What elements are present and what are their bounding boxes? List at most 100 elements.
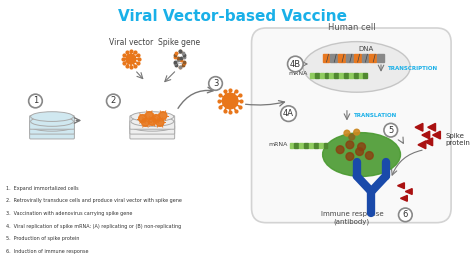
FancyBboxPatch shape	[29, 116, 74, 129]
Polygon shape	[401, 196, 407, 201]
Circle shape	[281, 106, 296, 122]
Polygon shape	[405, 189, 412, 194]
Circle shape	[222, 93, 238, 109]
Text: TRANSLATION: TRANSLATION	[354, 113, 397, 118]
Circle shape	[146, 112, 153, 120]
Circle shape	[152, 115, 160, 122]
Circle shape	[159, 112, 167, 120]
Bar	[319, 73, 324, 78]
FancyBboxPatch shape	[29, 125, 74, 139]
Text: 4.  Viral replication of spike mRNA: (A) replicating or (B) non-replicating: 4. Viral replication of spike mRNA: (A) …	[6, 224, 182, 229]
Bar	[315, 73, 319, 78]
Polygon shape	[425, 138, 433, 146]
Text: Spike
protein: Spike protein	[445, 133, 470, 146]
Circle shape	[142, 119, 149, 126]
Text: DNA: DNA	[359, 46, 374, 53]
Circle shape	[399, 208, 412, 222]
Circle shape	[107, 94, 120, 108]
Bar	[354, 54, 361, 62]
Bar	[329, 73, 333, 78]
Circle shape	[209, 77, 222, 90]
Circle shape	[346, 141, 354, 149]
Text: Spike gene: Spike gene	[158, 38, 201, 47]
Circle shape	[138, 115, 146, 122]
Bar	[310, 73, 314, 78]
Polygon shape	[422, 131, 430, 139]
Text: 4A: 4A	[283, 109, 294, 118]
Bar	[290, 143, 293, 148]
Bar	[354, 73, 358, 78]
Bar	[325, 73, 328, 78]
Bar	[338, 54, 345, 62]
Bar	[369, 54, 376, 62]
Ellipse shape	[131, 117, 173, 126]
Text: TRANSCRIPTION: TRANSCRIPTION	[388, 66, 438, 72]
Text: mRNA: mRNA	[268, 142, 288, 147]
Text: 6: 6	[402, 210, 408, 219]
Bar	[349, 73, 353, 78]
Circle shape	[28, 94, 42, 108]
Text: 5.  Production of spike protein: 5. Production of spike protein	[6, 236, 80, 241]
Polygon shape	[398, 183, 404, 189]
Circle shape	[156, 119, 164, 126]
Ellipse shape	[31, 117, 73, 126]
Text: 1.  Expand immortalized cells: 1. Expand immortalized cells	[6, 186, 79, 191]
Circle shape	[365, 152, 373, 159]
Bar	[299, 143, 303, 148]
Circle shape	[126, 54, 136, 64]
FancyBboxPatch shape	[130, 116, 174, 129]
Bar	[362, 54, 368, 62]
Text: mRNA: mRNA	[289, 71, 308, 76]
Bar	[309, 143, 313, 148]
Circle shape	[344, 130, 350, 136]
Bar	[334, 73, 338, 78]
Bar	[346, 54, 353, 62]
Bar	[314, 143, 318, 148]
Circle shape	[356, 148, 364, 155]
Bar	[344, 73, 348, 78]
Circle shape	[354, 129, 360, 135]
Polygon shape	[418, 141, 426, 149]
Circle shape	[346, 153, 354, 160]
Circle shape	[288, 56, 303, 72]
Text: 1: 1	[33, 97, 38, 106]
Circle shape	[384, 123, 398, 137]
Text: Viral Vector-based Vaccine: Viral Vector-based Vaccine	[118, 9, 346, 24]
Bar	[324, 143, 328, 148]
Circle shape	[358, 143, 365, 151]
Text: 2: 2	[111, 97, 116, 106]
Text: 2.  Retrovirally transduce cells and produce viral vector with spike gene: 2. Retrovirally transduce cells and prod…	[6, 198, 182, 203]
FancyBboxPatch shape	[130, 120, 174, 134]
Circle shape	[336, 146, 344, 153]
Polygon shape	[428, 123, 436, 131]
Ellipse shape	[131, 122, 173, 131]
FancyBboxPatch shape	[29, 120, 74, 134]
Text: Viral vector: Viral vector	[109, 38, 153, 47]
Ellipse shape	[131, 112, 173, 122]
Bar	[294, 143, 298, 148]
Bar	[304, 143, 308, 148]
Ellipse shape	[323, 133, 401, 177]
Polygon shape	[415, 123, 423, 131]
Ellipse shape	[31, 122, 73, 131]
Text: 3.  Vaccination with adenovirus carrying spike gene: 3. Vaccination with adenovirus carrying …	[6, 211, 133, 216]
Bar	[330, 54, 337, 62]
Text: Human cell: Human cell	[328, 23, 375, 32]
Text: Immune response
(antibody): Immune response (antibody)	[320, 211, 383, 225]
Polygon shape	[433, 131, 440, 139]
FancyBboxPatch shape	[252, 28, 451, 223]
FancyBboxPatch shape	[130, 125, 174, 139]
Text: 5: 5	[388, 126, 393, 135]
Bar	[319, 143, 323, 148]
Text: 6.  Induction of immune response: 6. Induction of immune response	[6, 249, 89, 254]
Bar	[364, 73, 367, 78]
Bar	[323, 54, 329, 62]
Text: 3: 3	[213, 79, 218, 88]
Bar	[339, 73, 343, 78]
Bar	[377, 54, 384, 62]
Ellipse shape	[303, 42, 410, 92]
Bar	[359, 73, 363, 78]
Circle shape	[349, 134, 355, 140]
Ellipse shape	[31, 112, 73, 122]
Circle shape	[148, 117, 156, 125]
